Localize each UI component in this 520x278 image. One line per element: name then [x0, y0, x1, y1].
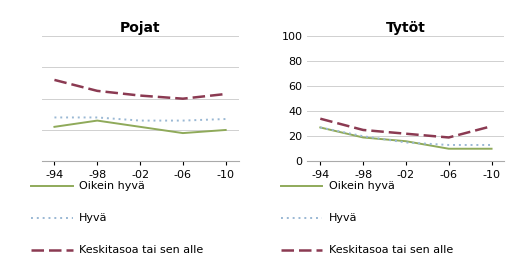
Title: Tytöt: Tytöt — [386, 21, 426, 35]
Text: Hyvä: Hyvä — [79, 213, 108, 223]
Text: Oikein hyvä: Oikein hyvä — [329, 181, 395, 191]
Text: Hyvä: Hyvä — [329, 213, 357, 223]
Title: Pojat: Pojat — [120, 21, 160, 35]
Text: Keskitasoa tai sen alle: Keskitasoa tai sen alle — [329, 245, 453, 255]
Text: Oikein hyvä: Oikein hyvä — [79, 181, 145, 191]
Text: Keskitasoa tai sen alle: Keskitasoa tai sen alle — [79, 245, 203, 255]
